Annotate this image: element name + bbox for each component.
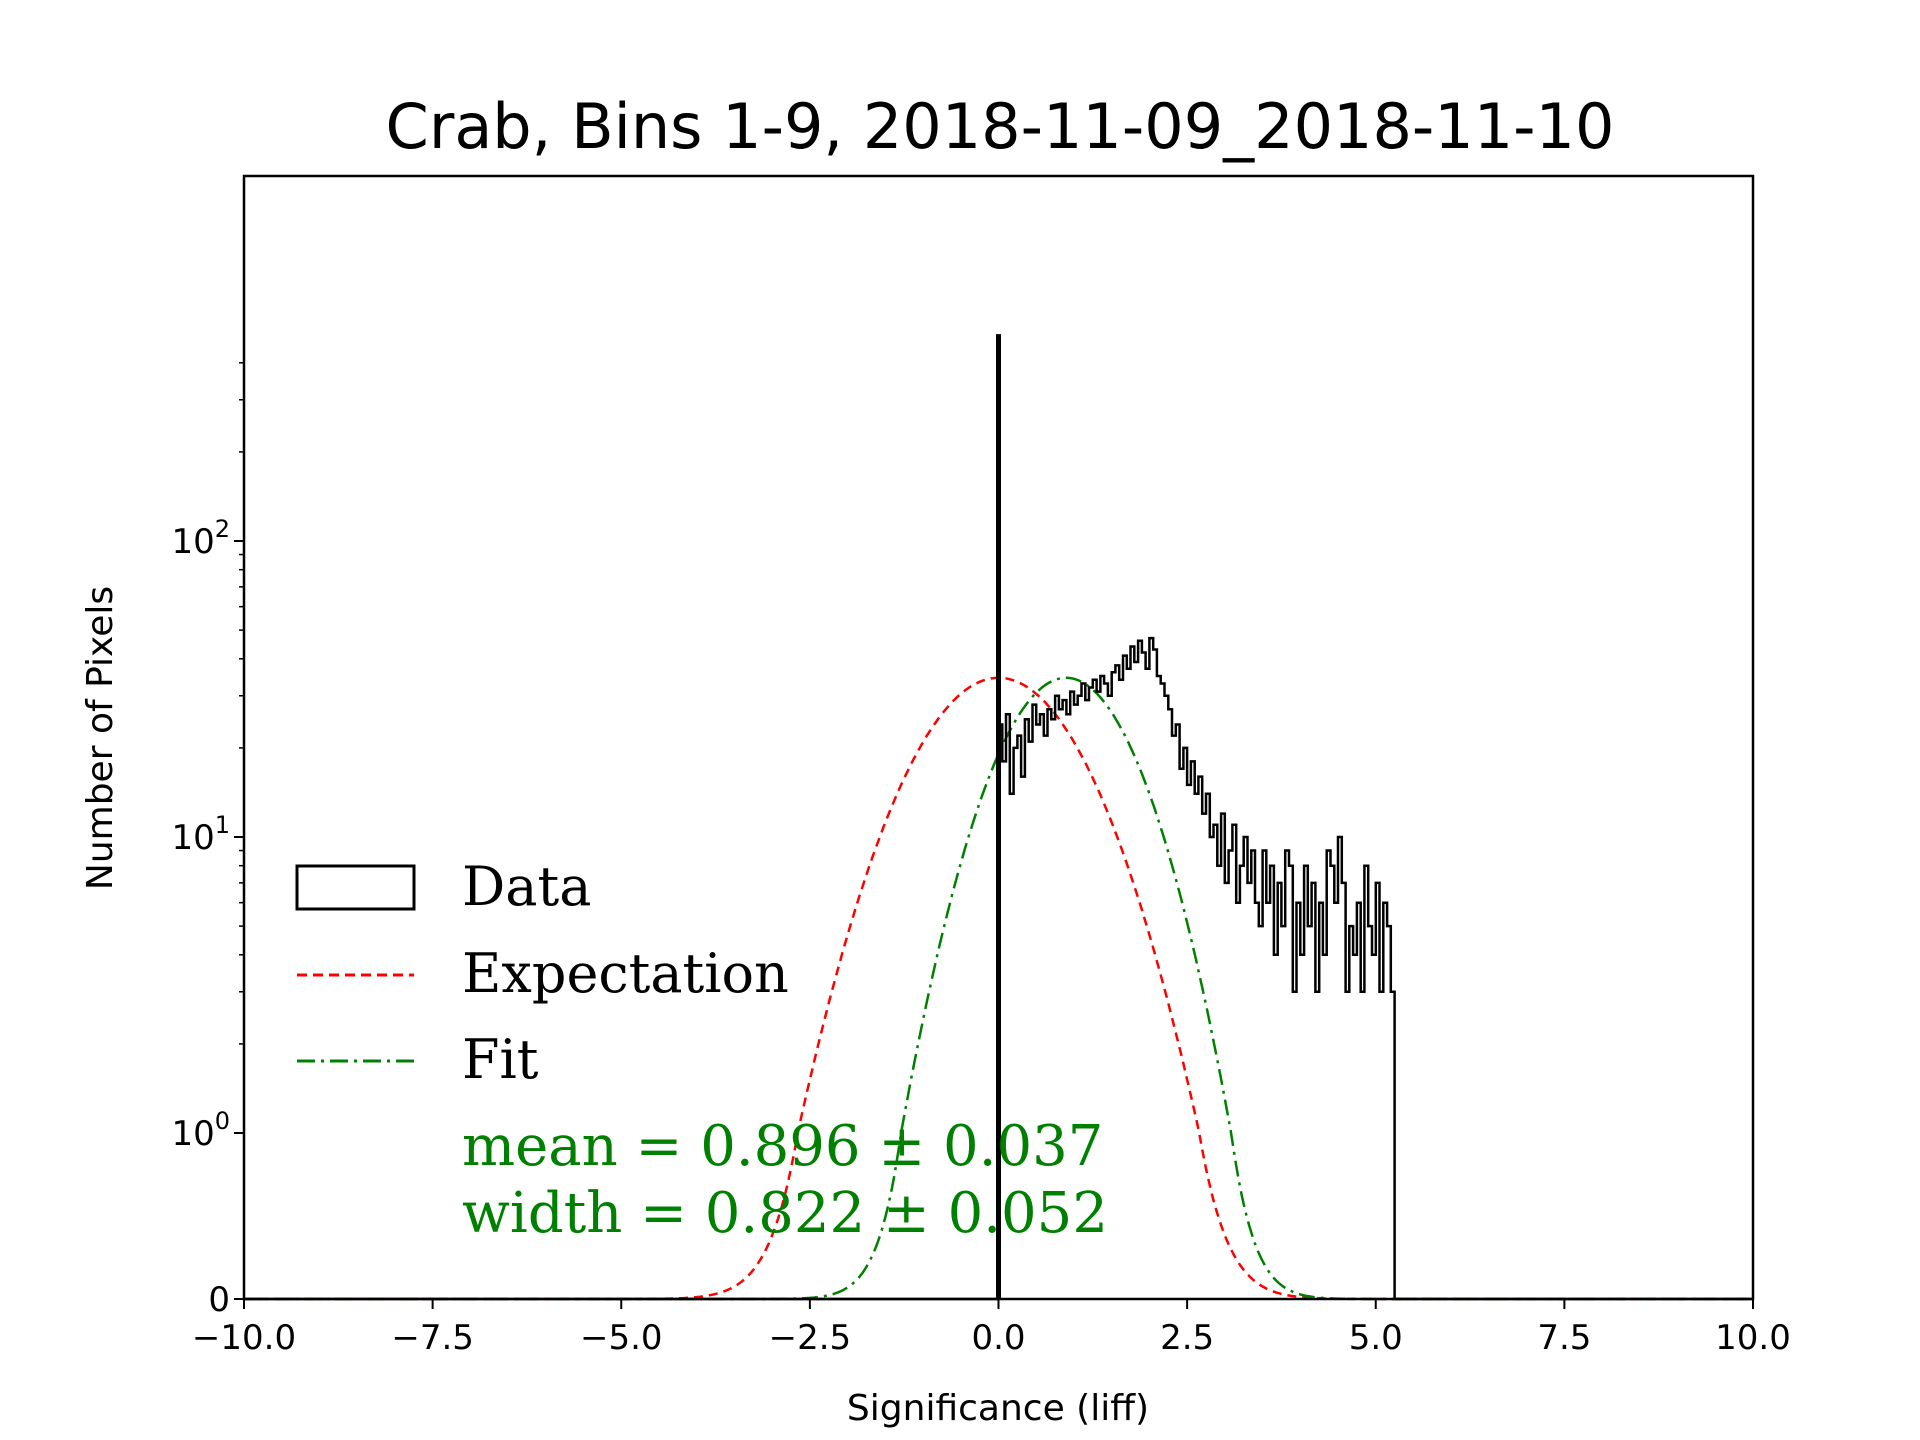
x-tick-label: −5.0 — [580, 1318, 663, 1358]
x-tick-label: −7.5 — [391, 1318, 474, 1358]
fit-mean-annotation: mean = 0.896 ± 0.037 — [462, 1114, 1103, 1179]
legend-data-swatch — [295, 864, 416, 911]
x-tick-label: −2.5 — [769, 1318, 852, 1358]
fit-width-annotation: width = 0.822 ± 0.052 — [462, 1181, 1108, 1246]
x-tick-label: −10.0 — [192, 1318, 296, 1358]
y-axis: 0 100 101 102 — [171, 362, 244, 1320]
chart-title: Crab, Bins 1-9, 2018-11-09_2018-11-10 — [386, 90, 1615, 163]
y-tick-label: 0 — [208, 1280, 230, 1320]
x-tick-label: 7.5 — [1537, 1318, 1591, 1358]
y-tick-label: 101 — [171, 811, 230, 858]
data-histogram — [997, 636, 1396, 1299]
y-axis-label: Number of Pixels — [80, 586, 121, 890]
x-axis-label: Significance (liff) — [847, 1388, 1149, 1429]
x-tick-label: 5.0 — [1349, 1318, 1403, 1358]
x-tick-label: 0.0 — [971, 1318, 1025, 1358]
legend-fit-label: Fit — [462, 1028, 539, 1091]
x-tick-label: 2.5 — [1160, 1318, 1214, 1358]
x-axis: −10.0 −7.5 −5.0 −2.5 0.0 2.5 5.0 7.5 10.0 — [192, 1299, 1791, 1358]
y-tick-label: 100 — [171, 1107, 230, 1154]
legend: Data Expectation Fit — [295, 855, 789, 1091]
legend-data-label: Data — [462, 855, 591, 918]
x-tick-label: 10.0 — [1715, 1318, 1791, 1358]
y-tick-label: 102 — [171, 515, 230, 562]
legend-expectation-label: Expectation — [462, 942, 789, 1005]
